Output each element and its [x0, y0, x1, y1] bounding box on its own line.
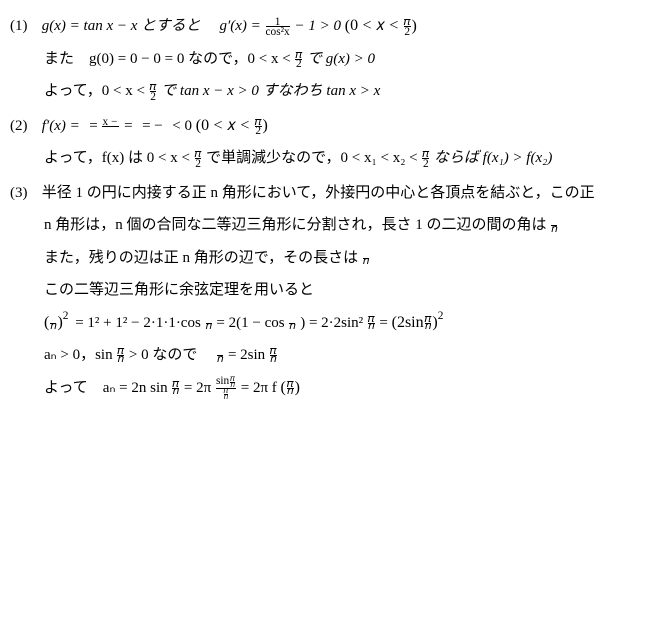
p3-line4: この二等辺三角形に余弦定理を用いると	[44, 276, 656, 305]
f-pi-n: (πn)	[281, 380, 300, 396]
p1-l3a: よって，0 < x <	[44, 83, 149, 99]
twopi-n-c: 2πn	[288, 322, 296, 329]
p2-line1: (2) f′(x) = cos x · x − sin x · 1x² = x …	[10, 112, 656, 141]
p3-line3: また，残りの辺は正 n 角形の辺で，その長さは aₙn	[44, 244, 656, 273]
p1-l1b-b: − 1 > 0	[294, 18, 344, 34]
p3-line5: (aₙn)2 = 1² + 1² − 2·1·1·cos 2πn = 2(1 −…	[44, 309, 656, 338]
p2-l1c: =	[124, 118, 136, 134]
p3-l7b: = 2π	[184, 380, 211, 396]
an-n-sq: (aₙn)2	[44, 312, 71, 331]
p3-l5c: ) = 2·2sin²	[300, 315, 367, 331]
pi2-a: π2	[294, 53, 303, 67]
paren-range-2: (0<x<π2)	[196, 118, 268, 134]
p3-line6: aₙ > 0，sin πn > 0 なので aₙn = 2sin πn	[44, 341, 656, 370]
p3-l4: この二等辺三角形に余弦定理を用いると	[44, 282, 314, 298]
paren-range-1: (0<x<π2)	[345, 18, 417, 34]
p1-line1: (1) g(x) = tan x − x とすると g′(x) = 1cos²x…	[10, 12, 656, 41]
p3-l1: 半径 1 の円に内接する正 n 角形において，外接円の中心と各頂点を結ぶと，この…	[42, 185, 595, 201]
pi-n-b: πn	[116, 349, 125, 361]
p1-line3: よって，0 < x < π2 で tan x − x > 0 すなわち tan …	[44, 77, 656, 106]
p1-line2: また g(0) = 0 − 0 = 0 なので，0 < x < π2 で g(x…	[44, 45, 656, 74]
p3-line2: n 角形は，n 個の合同な二等辺三角形に分割され，長さ 1 の二辺の間の角は 2…	[44, 211, 656, 240]
p3-l2a: n 角形は，n 個の合同な二等辺三角形に分割され，長さ 1 の二辺の間の角は	[44, 217, 550, 233]
p2-l2c: ならば f(x₁) > f(x₂)	[434, 150, 552, 166]
pi-n-d: πn	[171, 382, 180, 394]
p2-l1a: f′(x) =	[42, 118, 84, 134]
problem-1: (1) g(x) = tan x − x とすると g′(x) = 1cos²x…	[10, 12, 656, 106]
p1-num: (1)	[10, 12, 38, 41]
p2-l2a: よって，f(x) は 0 < x <	[44, 150, 194, 166]
p3-l5a: = 1² + 1² − 2·1·1·cos	[75, 315, 204, 331]
p1-l3b: で tan x − x > 0 すなわち tan x > x	[161, 83, 380, 99]
p3-l6c: = 2sin	[228, 347, 269, 363]
an-n-a: aₙn	[362, 257, 370, 264]
frac-f3: x − tan xx²cos x	[136, 125, 138, 130]
frac-1-cos2x: 1cos²x	[265, 18, 291, 34]
p3-l6a: aₙ > 0，sin	[44, 347, 116, 363]
pi2-b: π2	[149, 85, 158, 99]
p3-line7: よって aₙ = 2n sin πn = 2π sin πnπn = 2π f …	[44, 374, 656, 403]
p3-l3a: また，残りの辺は正 n 角形の辺で，その長さは	[44, 250, 362, 266]
p2-l1d: = −	[142, 118, 166, 134]
problem-2: (2) f′(x) = cos x · x − sin x · 1x² = x …	[10, 112, 656, 173]
p1-l2b: で g(x) > 0	[307, 51, 375, 67]
p3-l6b: > 0 なので	[129, 347, 212, 363]
p2-l2b: で単調減少なので，0 < x₁ < x₂ <	[206, 150, 421, 166]
p2-l1e: < 0	[172, 118, 195, 134]
frac-f2: x − sin xcos xx²cos x	[101, 120, 120, 130]
p3-num: (3)	[10, 179, 38, 208]
p3-l7a: よって aₙ = 2n sin	[44, 380, 171, 396]
twopi-n-b: 2πn	[205, 322, 213, 329]
p2-num: (2)	[10, 112, 38, 141]
p2-line2: よって，f(x) は 0 < x < π2 で単調減少なので，0 < x₁ < …	[44, 144, 656, 173]
p3-l5b: = 2(1 − cos	[216, 315, 288, 331]
p3-l7c: = 2π f	[241, 380, 277, 396]
p1-l1b-a: g′(x) =	[219, 18, 264, 34]
pi-n-c: πn	[269, 349, 278, 361]
pi2-c: π2	[194, 152, 203, 166]
p3-line1: (3) 半径 1 の円に内接する正 n 角形において，外接円の中心と各頂点を結ぶ…	[10, 179, 656, 208]
frac-f1: cos x · x − sin x · 1x²	[83, 125, 85, 130]
pi2-d: π2	[421, 152, 430, 166]
an-n-b: aₙn	[216, 354, 224, 361]
p2-l1b: =	[89, 118, 101, 134]
p3-l5d: =	[379, 315, 391, 331]
p1-l2a: また g(0) = 0 − 0 = 0 なので，0 < x <	[44, 51, 294, 67]
twosin-sq: (2sinπn)2	[392, 312, 447, 331]
big-frac: sin πnπn	[215, 377, 237, 399]
p1-l1a: g(x) = tan x − x とすると	[42, 18, 216, 34]
problem-3: (3) 半径 1 の円に内接する正 n 角形において，外接円の中心と各頂点を結ぶ…	[10, 179, 656, 403]
twopi-n-a: 2πn	[550, 224, 558, 231]
frac-f4: g(x)x²cos x	[167, 125, 169, 130]
pi-n-a: πn	[367, 317, 376, 329]
